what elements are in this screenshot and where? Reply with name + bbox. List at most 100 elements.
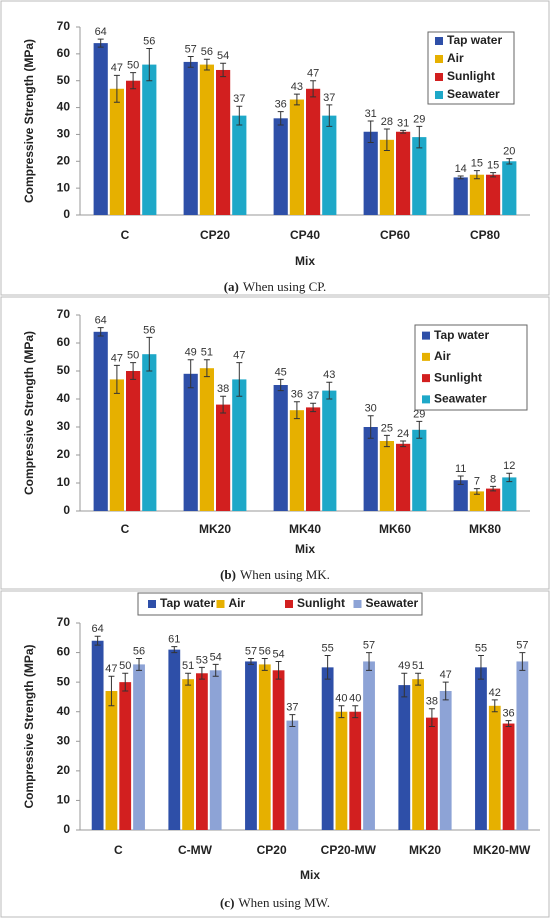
value-label: 43: [291, 81, 303, 93]
error-bar: [198, 666, 205, 680]
error-bar: [352, 705, 359, 719]
y-tick-label: 60: [57, 46, 71, 60]
value-label: 37: [233, 93, 245, 105]
error-bar: [367, 120, 374, 143]
error-bar: [490, 485, 497, 492]
bar: [168, 649, 181, 830]
bar: [475, 667, 487, 830]
x-tick-label: C: [114, 843, 123, 857]
value-label: 64: [92, 623, 104, 635]
error-bar: [310, 80, 317, 98]
value-label: 8: [490, 473, 496, 485]
legend-swatch: [435, 91, 443, 99]
y-tick-label: 40: [57, 704, 71, 718]
y-axis-title: Compressive Strength (MPa): [22, 644, 36, 808]
y-tick-label: 10: [57, 180, 71, 194]
error-bar: [401, 672, 408, 698]
caption-text: When using MK.: [240, 567, 330, 582]
legend-label: Tap water: [447, 33, 502, 47]
x-tick-label: CP20: [257, 843, 287, 857]
value-label: 40: [335, 693, 347, 705]
bar: [199, 64, 214, 215]
y-tick-label: 20: [57, 447, 71, 461]
value-label: 30: [365, 403, 377, 415]
value-label: 37: [323, 92, 335, 104]
x-axis-title: Mix: [295, 254, 315, 268]
bar: [396, 131, 411, 215]
y-tick-label: 0: [63, 503, 70, 517]
bar: [119, 682, 132, 830]
value-label: 47: [307, 68, 319, 80]
error-bar: [97, 38, 104, 48]
y-tick-label: 30: [57, 733, 71, 747]
x-tick-label: CP20: [200, 228, 230, 242]
value-label: 47: [440, 669, 452, 681]
error-bar: [519, 652, 526, 671]
legend-swatch: [435, 55, 443, 63]
x-axis-title: Mix: [295, 542, 315, 556]
bar: [412, 429, 427, 511]
legend-swatch: [148, 600, 156, 608]
bar: [245, 661, 257, 830]
error-bar: [506, 472, 513, 483]
panel-frame: [0, 590, 550, 918]
value-label: 50: [127, 60, 139, 72]
error-bar: [477, 655, 484, 680]
value-label: 56: [143, 35, 155, 47]
error-bar: [400, 129, 407, 134]
value-label: 31: [365, 108, 377, 120]
error-bar: [324, 655, 331, 680]
y-tick-label: 50: [57, 73, 71, 87]
legend-box: [414, 324, 528, 411]
error-bar: [416, 420, 423, 439]
bar: [109, 379, 124, 511]
bar: [486, 174, 501, 215]
value-label: 49: [185, 347, 197, 359]
x-tick-label: MK80: [469, 522, 501, 536]
error-bar: [130, 362, 137, 380]
error-bar: [473, 170, 480, 180]
bar: [289, 99, 304, 215]
error-bar: [130, 72, 137, 90]
caption-text: When using MW.: [238, 895, 330, 910]
value-label: 15: [487, 159, 499, 171]
value-label: 51: [182, 660, 194, 672]
error-bar: [428, 708, 435, 727]
value-label: 20: [503, 146, 515, 158]
bar: [469, 174, 484, 215]
value-label: 47: [111, 62, 123, 74]
bar: [502, 477, 517, 511]
value-label: 61: [168, 634, 180, 646]
value-label: 55: [475, 642, 487, 654]
caption: (c) When using MW.: [220, 895, 330, 910]
value-label: 36: [502, 707, 514, 719]
error-bar: [293, 93, 300, 106]
bar: [142, 64, 157, 215]
bar: [199, 368, 214, 511]
y-tick-label: 10: [57, 793, 71, 807]
legend-label: Tap water: [160, 596, 215, 610]
error-bar: [94, 635, 101, 646]
value-label: 47: [233, 350, 245, 362]
error-bar: [491, 699, 498, 713]
bar: [412, 137, 427, 215]
value-label: 37: [307, 390, 319, 402]
legend-swatch: [422, 395, 430, 404]
y-tick-label: 30: [57, 127, 71, 141]
error-bar: [108, 675, 115, 707]
bar: [335, 711, 348, 830]
value-label: 53: [196, 654, 208, 666]
error-bar: [113, 74, 120, 103]
error-bar: [383, 434, 390, 448]
error-bar: [277, 378, 284, 392]
error-bar: [146, 336, 153, 372]
y-tick-label: 0: [63, 822, 70, 836]
x-tick-label: MK20-MW: [473, 843, 531, 857]
value-label: 51: [201, 347, 213, 359]
x-tick-label: CP40: [290, 228, 320, 242]
y-tick-label: 20: [57, 153, 71, 167]
bar: [322, 390, 337, 511]
value-label: 54: [217, 50, 229, 62]
error-bar: [367, 415, 374, 439]
value-label: 24: [397, 428, 409, 440]
